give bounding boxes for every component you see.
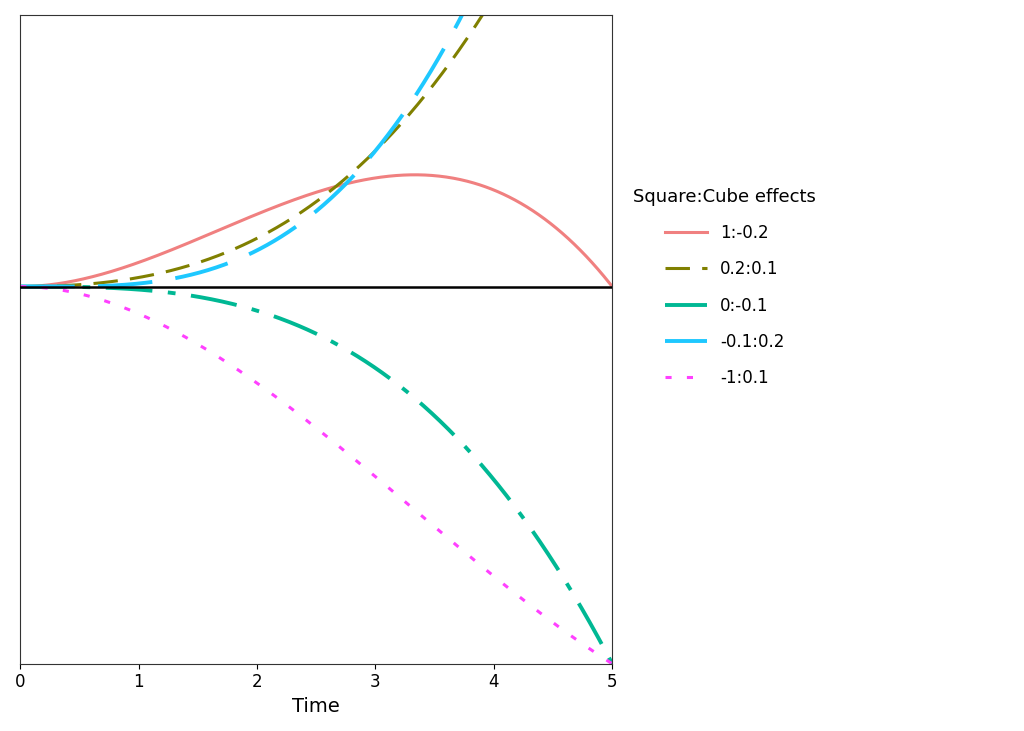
Legend: 1:-0.2, 0.2:0.1, 0:-0.1, -0.1:0.2, -1:0.1: 1:-0.2, 0.2:0.1, 0:-0.1, -0.1:0.2, -1:0.… — [627, 181, 822, 394]
-1:0.1 — [606, 659, 618, 668]
Line: -1:0.1: -1:0.1 — [20, 287, 612, 664]
-1:0.1 — [335, 443, 347, 452]
-0.1:0.2 — [296, 218, 308, 227]
-0.1:0.2 — [14, 282, 27, 291]
-1:0.1 — [295, 412, 307, 421]
0.2:0.1 — [14, 282, 27, 291]
1:-0.2 — [14, 282, 27, 291]
0.2:0.1 — [299, 205, 311, 214]
1:-0.2 — [295, 193, 307, 202]
1:-0.2 — [335, 181, 347, 189]
1:-0.2 — [593, 266, 605, 275]
Line: -0.1:0.2: -0.1:0.2 — [20, 0, 612, 287]
-0.1:0.2 — [300, 215, 312, 224]
-1:0.1 — [299, 414, 311, 423]
-1:0.1 — [500, 581, 512, 590]
0:-0.1 — [14, 282, 27, 291]
Line: 0.2:0.1: 0.2:0.1 — [20, 0, 612, 287]
0:-0.1 — [500, 490, 512, 499]
0.2:0.1 — [367, 149, 379, 158]
-0.1:0.2 — [53, 282, 66, 291]
1:-0.2 — [410, 170, 422, 179]
X-axis label: Time: Time — [292, 697, 340, 716]
-1:0.1 — [367, 470, 379, 479]
-1:0.1 — [14, 282, 27, 291]
0:-0.1 — [606, 659, 618, 668]
1:-0.2 — [367, 174, 379, 183]
0:-0.1 — [299, 324, 311, 333]
-1:0.1 — [592, 650, 604, 659]
1:-0.2 — [501, 192, 513, 200]
0:-0.1 — [367, 362, 379, 371]
0.2:0.1 — [335, 178, 347, 187]
0:-0.1 — [592, 633, 604, 642]
0:-0.1 — [295, 322, 307, 331]
0:-0.1 — [335, 342, 347, 351]
-0.1:0.2 — [368, 148, 380, 157]
1:-0.2 — [299, 192, 311, 200]
1:-0.2 — [606, 282, 618, 291]
-0.1:0.2 — [336, 183, 348, 192]
0.2:0.1 — [295, 208, 307, 216]
Line: 1:-0.2: 1:-0.2 — [20, 175, 612, 287]
Line: 0:-0.1: 0:-0.1 — [20, 287, 612, 664]
